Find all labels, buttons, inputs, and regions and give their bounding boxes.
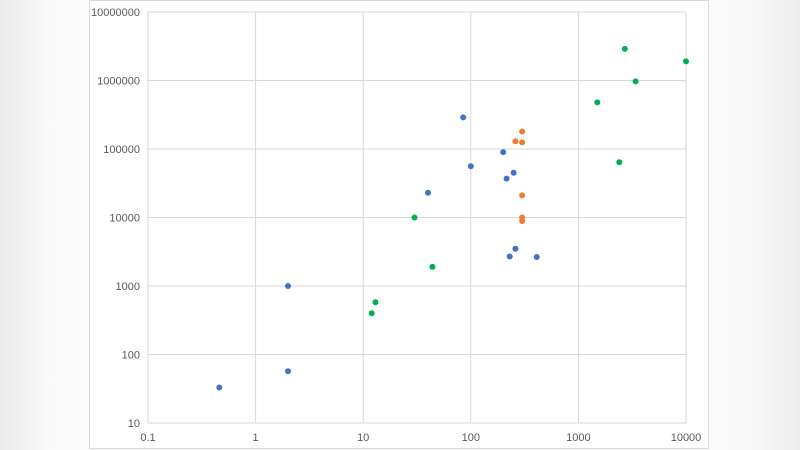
y-tick-label: 1000000: [97, 76, 140, 88]
data-point-marker: [683, 58, 689, 65]
data-point-marker: [632, 78, 639, 85]
data-point-marker: [424, 189, 431, 196]
data-point-marker: [372, 299, 379, 306]
data-point-marker: [519, 139, 526, 146]
data-point-marker: [519, 217, 526, 224]
data-points: [216, 45, 689, 391]
data-point-marker: [506, 253, 513, 260]
data-point-marker: [284, 368, 291, 375]
data-point-marker: [368, 310, 375, 317]
y-axis-tick-labels: 10 100 1000 10000 100000 1000000 10000000: [91, 7, 140, 430]
gridlines: [147, 11, 687, 424]
data-point-marker: [411, 214, 418, 221]
data-point-marker: [429, 263, 436, 270]
data-point-marker: [510, 169, 517, 176]
chart-area: [89, 0, 709, 449]
y-tick-label: 1000: [116, 281, 140, 293]
x-tick-label: 1: [253, 432, 259, 444]
data-point-marker: [519, 192, 526, 199]
data-point-marker: [500, 149, 507, 156]
data-point-marker: [460, 114, 467, 121]
data-point-marker: [216, 384, 223, 391]
data-point-marker: [533, 254, 540, 261]
data-point-marker: [594, 99, 601, 106]
y-tick-label: 10: [128, 418, 140, 430]
x-tick-label: 1000: [566, 432, 590, 444]
x-tick-label: 10000: [671, 432, 702, 444]
x-axis-tick-labels: 0.1 1 10 100 1000 10000: [140, 432, 701, 444]
data-point-marker: [621, 45, 628, 52]
x-tick-label: 0.1: [140, 432, 155, 444]
y-tick-label: 100: [122, 350, 140, 362]
data-point-marker: [284, 283, 291, 289]
x-tick-label: 10: [357, 432, 369, 444]
data-point-marker: [512, 245, 519, 252]
y-tick-label: 10000000: [91, 7, 140, 19]
data-point-marker: [467, 163, 474, 170]
data-point-marker: [512, 138, 519, 145]
y-tick-label: 100000: [103, 144, 140, 156]
data-point-marker: [519, 128, 526, 135]
x-tick-label: 100: [462, 432, 480, 444]
data-point-marker: [616, 159, 623, 166]
y-tick-label: 10000: [109, 213, 140, 225]
data-point-marker: [503, 175, 510, 182]
